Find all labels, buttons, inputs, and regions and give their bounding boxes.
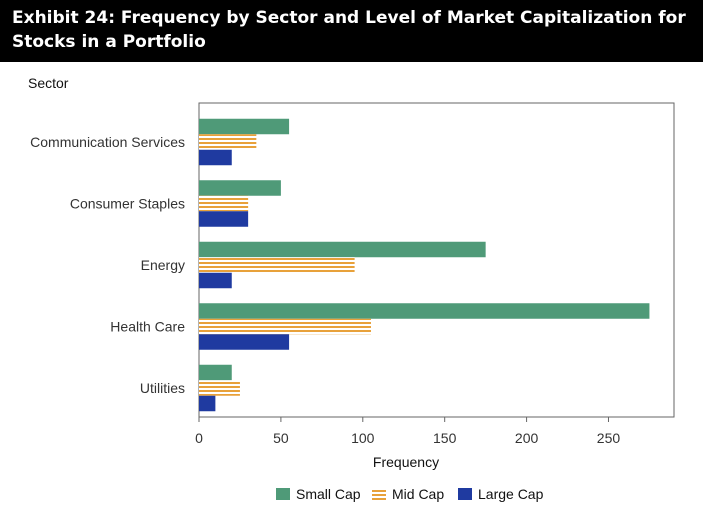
legend-label-small-cap: Small Cap xyxy=(296,486,361,502)
legend-swatch-large-cap xyxy=(458,488,472,500)
category-label-consumer-staples: Consumer Staples xyxy=(70,196,185,212)
bar-chart: Sector Communication Services Consumer St… xyxy=(28,75,675,502)
category-labels: Communication Services Consumer Staples En… xyxy=(30,134,185,396)
bar-mid-cap-health-care xyxy=(199,318,371,335)
bars-group xyxy=(199,118,650,412)
legend-swatch-small-cap xyxy=(276,488,290,500)
x-tick-label-150: 150 xyxy=(433,430,457,446)
category-label-energy: Energy xyxy=(141,257,185,273)
x-tick-label-50: 50 xyxy=(273,430,289,446)
bar-mid-cap-consumer-staples xyxy=(199,195,249,212)
bar-mid-cap-energy xyxy=(199,257,355,273)
bar-large-cap-health-care xyxy=(199,334,290,350)
bar-mid-cap-utilities xyxy=(199,380,240,396)
bar-large-cap-energy xyxy=(199,272,232,289)
legend: Small Cap Mid Cap Large Cap xyxy=(276,486,544,502)
bar-large-cap-utilities xyxy=(199,395,216,412)
x-tick-label-250: 250 xyxy=(597,430,621,446)
y-axis-title: Sector xyxy=(28,75,69,91)
legend-swatch-mid-cap xyxy=(372,488,386,500)
bar-small-cap-consumer-staples xyxy=(199,180,281,196)
category-label-utilities: Utilities xyxy=(140,380,185,396)
bar-small-cap-utilities xyxy=(199,364,232,381)
bar-large-cap-communication-services xyxy=(199,149,232,166)
x-axis-title: Frequency xyxy=(373,454,439,470)
category-label-communication-services: Communication Services xyxy=(30,134,185,150)
bar-mid-cap-communication-services xyxy=(199,134,257,150)
legend-label-large-cap: Large Cap xyxy=(478,486,544,502)
x-tick-label-100: 100 xyxy=(351,430,375,446)
legend-label-mid-cap: Mid Cap xyxy=(392,486,444,502)
bar-small-cap-energy xyxy=(199,241,486,258)
x-axis-ticks: 0 50 100 150 200 250 xyxy=(195,417,620,446)
bar-large-cap-consumer-staples xyxy=(199,211,249,227)
chart-title: Exhibit 24: Frequency by Sector and Leve… xyxy=(0,0,703,62)
bar-small-cap-communication-services xyxy=(199,118,290,135)
x-tick-label-0: 0 xyxy=(195,430,203,446)
x-tick-label-200: 200 xyxy=(515,430,539,446)
bar-small-cap-health-care xyxy=(199,303,650,319)
category-label-health-care: Health Care xyxy=(110,319,185,335)
